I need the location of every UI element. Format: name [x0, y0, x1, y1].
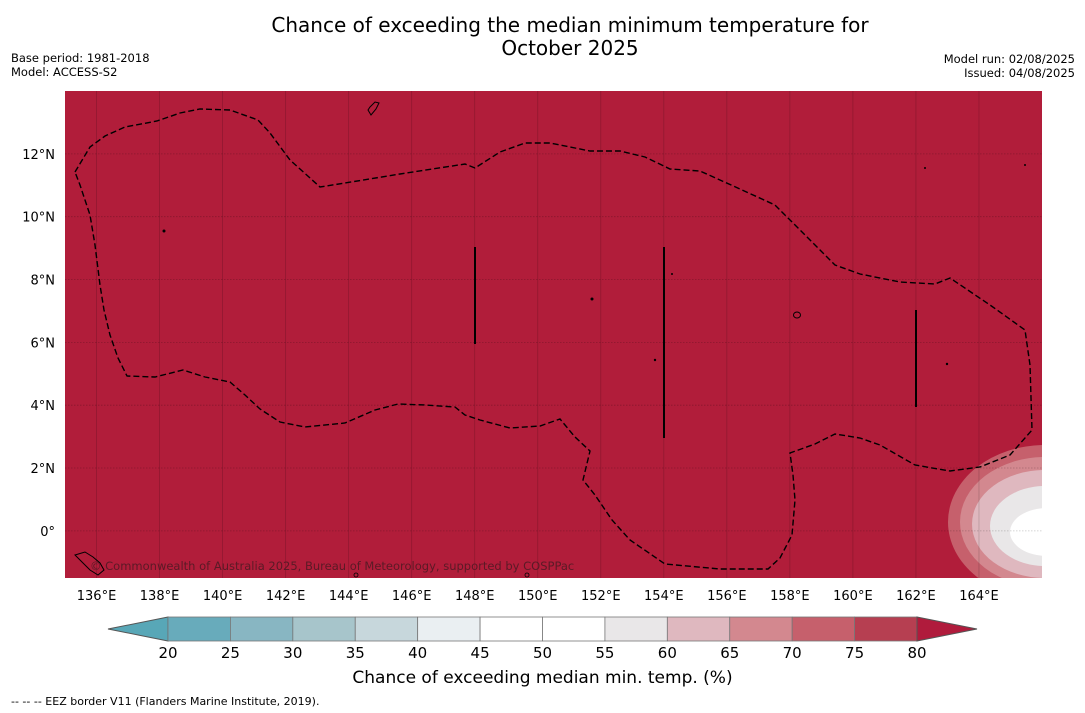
colorbar-segment	[354, 616, 419, 642]
lat-tick-label: 8°N	[31, 274, 56, 289]
map-background	[65, 91, 1042, 578]
colorbar-tick-label: 60	[658, 644, 677, 662]
eez-border-line	[74, 108, 1033, 570]
map-title: Chance of exceeding the median minimum t…	[160, 14, 980, 60]
copyright-text: © Commonwealth of Australia 2025, Bureau…	[90, 559, 574, 573]
colorbar-segment	[604, 616, 668, 642]
lon-tick-label: 136°E	[77, 589, 117, 604]
island-new-guinea	[74, 551, 105, 576]
island-bar-162e	[915, 310, 917, 407]
island-bar-148e	[474, 247, 476, 344]
colorbar-segments	[167, 616, 918, 642]
island-kosrae	[793, 311, 801, 319]
colorbar-tick-labels: 20 25 30 35 40 45 50 55 60 65 70 75 80	[158, 644, 926, 662]
colorbar-segment	[729, 616, 793, 642]
lon-tick-label: 164°E	[959, 589, 999, 604]
colorbar-tick-label: 45	[471, 644, 490, 662]
model-run: Model run: 02/08/2025	[943, 52, 1075, 66]
colorbar-segment	[542, 616, 606, 642]
lat-tick-label: 10°N	[22, 211, 55, 226]
lon-tick-label: 162°E	[896, 589, 936, 604]
colorbar-tick-label: 55	[595, 644, 614, 662]
meta-right: Model run: 02/08/2025 Issued: 04/08/2025	[944, 52, 1075, 80]
colorbar-segment	[292, 616, 356, 642]
lon-tick-label: 150°E	[518, 589, 558, 604]
lon-tick-label: 138°E	[140, 589, 180, 604]
lat-tick-label: 12°N	[22, 148, 55, 163]
lat-tick-label: 2°N	[31, 462, 56, 477]
eez-border	[74, 108, 1033, 570]
islet	[162, 229, 166, 233]
colorbar-segment	[791, 616, 855, 642]
colorbar-label: Chance of exceeding median min. temp. (%…	[352, 668, 733, 688]
meta-left: Base period: 1981-2018 Model: ACCESS-S2	[11, 51, 150, 79]
colorbar-tick-label: 50	[533, 644, 552, 662]
islet	[524, 572, 530, 578]
title-line-2: October 2025	[501, 36, 639, 60]
latitude-tick-labels: 12°N 10°N 8°N 6°N 4°N 2°N 0°	[22, 148, 55, 540]
colorbar-segment	[666, 616, 731, 642]
colorbar-segment	[230, 616, 294, 642]
lon-tick-label: 154°E	[644, 589, 684, 604]
colorbar-tick-label: 40	[408, 644, 427, 662]
colorbar-segment	[417, 616, 481, 642]
colorbar-tick-label: 80	[907, 644, 926, 662]
contour-50	[1010, 508, 1042, 556]
graticule	[65, 91, 1042, 578]
colorbar-segment	[167, 616, 231, 642]
base-period: Base period: 1981-2018	[11, 51, 150, 65]
colorbar-tick-label: 70	[783, 644, 802, 662]
lon-tick-label: 156°E	[707, 589, 747, 604]
coastlines	[74, 101, 1026, 578]
lon-tick-label: 144°E	[329, 589, 369, 604]
longitude-tick-labels: 136°E 138°E 140°E 142°E 144°E 146°E 148°E 150°E…	[77, 589, 999, 604]
islet	[353, 572, 359, 578]
colorbar-segment	[854, 616, 918, 642]
lon-tick-label: 140°E	[203, 589, 243, 604]
lon-tick-label: 152°E	[581, 589, 621, 604]
colorbar-tick-label: 20	[158, 644, 177, 662]
title-line-1: Chance of exceeding the median minimum t…	[271, 13, 869, 37]
issued-date: Issued: 04/08/2025	[964, 66, 1075, 80]
islet	[924, 167, 926, 169]
island-bar-154e	[663, 247, 665, 438]
islet	[671, 273, 673, 275]
island-guam	[367, 101, 380, 116]
colorbar-under-arrow	[107, 616, 169, 642]
colorbar-tick-label: 75	[845, 644, 864, 662]
colorbar-over-arrow	[916, 616, 978, 642]
colorbar-segment	[479, 616, 543, 642]
islet	[590, 297, 594, 301]
colorbar-tick-label: 65	[720, 644, 739, 662]
colorbar-tick-label: 25	[221, 644, 240, 662]
lon-tick-label: 148°E	[455, 589, 495, 604]
lon-tick-label: 158°E	[770, 589, 810, 604]
lat-tick-label: 4°N	[31, 399, 56, 414]
islet	[945, 362, 949, 366]
lon-tick-label: 142°E	[266, 589, 306, 604]
lon-tick-label: 160°E	[833, 589, 873, 604]
colorbar-tick-label: 35	[346, 644, 365, 662]
lat-tick-label: 6°N	[31, 336, 56, 351]
colorbar-tick-label: 30	[283, 644, 302, 662]
eez-legend-note: -- -- -- EEZ border V11 (Flanders Marine…	[11, 695, 320, 708]
islet	[653, 358, 657, 362]
islet	[1024, 164, 1026, 166]
lon-tick-label: 146°E	[392, 589, 432, 604]
lat-tick-label: 0°	[40, 525, 55, 540]
forecast-contours	[948, 445, 1042, 578]
model-name: Model: ACCESS-S2	[11, 65, 118, 79]
